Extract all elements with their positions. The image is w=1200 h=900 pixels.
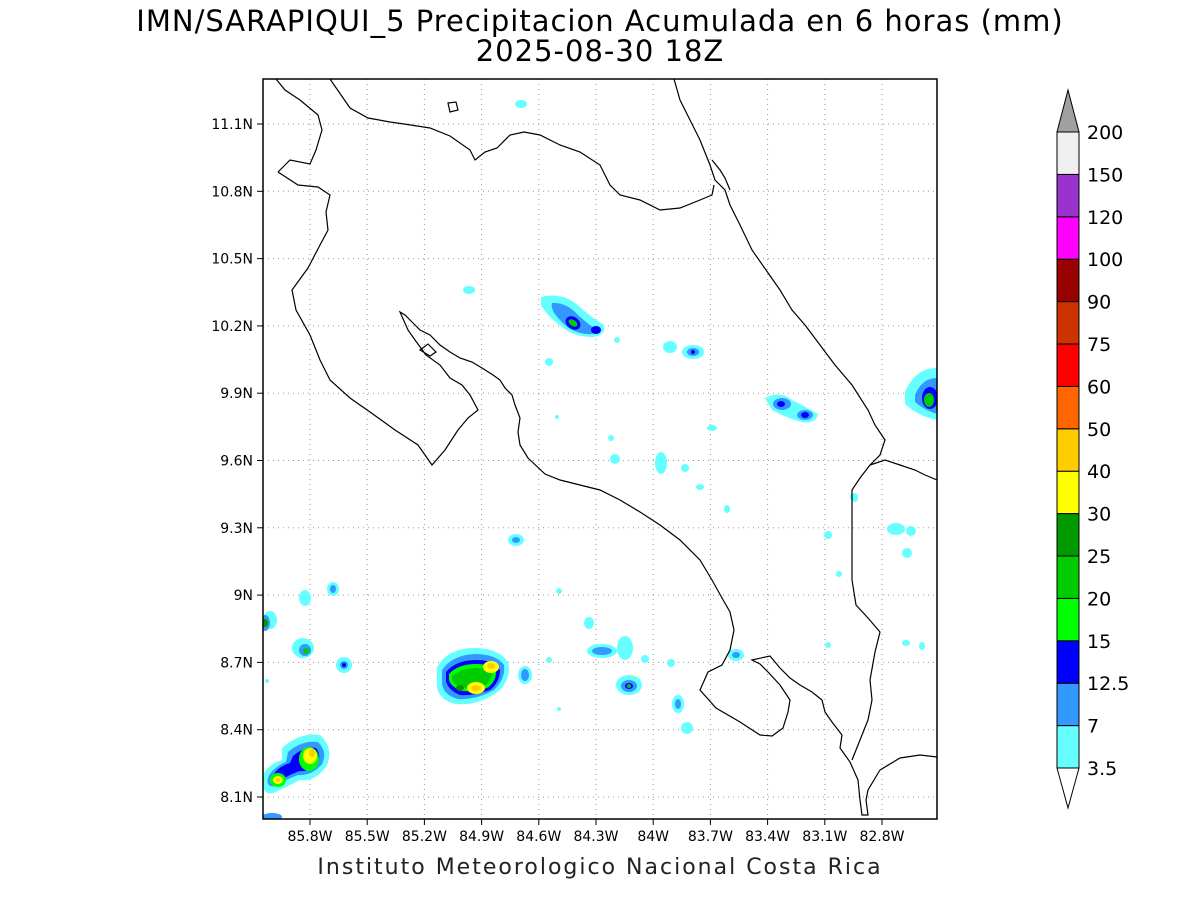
lon-tick-label: 83.7W	[688, 829, 733, 845]
lon-tick-label: 84W	[637, 829, 669, 845]
cell-pacific-central	[263, 534, 744, 713]
nicaragua-border	[275, 79, 323, 173]
lat-tick-label: 10.8N	[211, 184, 253, 200]
colorbar-level-label: 60	[1087, 376, 1111, 398]
colorbar-level-label: 30	[1087, 504, 1111, 526]
colorbar-level-label: 7	[1087, 716, 1099, 738]
lat-tick-label: 9.3N	[220, 521, 253, 537]
colorbar-swatch	[1056, 513, 1080, 557]
panama-border	[869, 459, 937, 481]
lake-island	[447, 101, 459, 113]
colorbar-level-label: 25	[1087, 546, 1111, 568]
lat-tick-label: 8.7N	[220, 655, 253, 671]
map-title: IMN/SARAPIQUI_5 Precipitacion Acumulada …	[136, 4, 1064, 38]
colorbar-level-label: 20	[1087, 588, 1111, 610]
cell-caribbean-east	[905, 368, 937, 420]
colorbar-swatch	[1056, 301, 1080, 345]
colorbar-swatch	[1056, 470, 1080, 515]
lon-tick-label: 84.3W	[573, 829, 618, 845]
lat-tick-label: 10.5N	[211, 252, 253, 268]
colorbar-level-label: 3.5	[1087, 758, 1117, 780]
lat-tick-label: 11.1N	[211, 117, 253, 133]
colorbar-swatch	[1056, 640, 1080, 684]
longitude-axis: 85.8W 85.5W 85.2W 84.9W 84.6W 84.3W 84W 83.7W 83…	[287, 819, 905, 845]
lat-tick-label: 8.1N	[220, 790, 253, 806]
lon-tick-label: 85.5W	[345, 829, 390, 845]
lon-tick-label: 83.1W	[802, 829, 847, 845]
lon-tick-label: 82.8W	[859, 829, 904, 845]
colorbar-level-label: 200	[1087, 122, 1123, 144]
colorbar-swatch	[1056, 428, 1080, 472]
colorbar-swatch	[1056, 131, 1080, 175]
coastlines	[275, 79, 937, 816]
latitude-axis: 11.1N 10.8N 10.5N 10.2N 9.9N 9.6N 9.3N 9N 8.7N 8.…	[211, 117, 263, 806]
cell-northwest-bay	[327, 582, 339, 596]
lat-tick-label: 9N	[234, 588, 253, 604]
cell-caribbean-north	[765, 394, 818, 423]
precipitation-field	[263, 100, 937, 819]
colorbar-swatch	[1056, 725, 1080, 769]
colorbar-swatch	[1056, 555, 1080, 599]
map-frame	[262, 78, 938, 820]
lon-tick-label: 84.9W	[459, 829, 504, 845]
colorbar-swatch	[1056, 216, 1080, 260]
lat-tick-label: 8.4N	[220, 723, 253, 739]
cell-osa-west	[437, 648, 509, 705]
colorbar-swatch	[1056, 597, 1080, 642]
colorbar-swatch	[1056, 258, 1080, 303]
scattered-light-cells	[263, 100, 925, 734]
colorbar-level-label: 120	[1087, 207, 1123, 229]
colorbar-swatch	[1056, 682, 1080, 727]
colorbar-lower-arrow	[1056, 767, 1080, 810]
colorbar-level-label: 40	[1087, 461, 1111, 483]
lat-tick-label: 9.9N	[220, 386, 253, 402]
colorbar-level-label: 90	[1087, 292, 1111, 314]
colorbar: 3.5 7 12.5 15 20 25 30 40 50 60 75 90 100 120 150 200	[1056, 88, 1129, 810]
lon-tick-label: 85.2W	[402, 829, 447, 845]
pacific-coast-north	[277, 171, 937, 816]
map-gridlines	[263, 79, 937, 819]
colorbar-swatch	[1056, 343, 1080, 387]
lon-tick-label: 83.4W	[745, 829, 790, 845]
lon-tick-label: 85.8W	[287, 829, 332, 845]
colorbar-swatch	[1056, 173, 1080, 218]
cell-san-carlos	[541, 295, 605, 337]
caribbean-coast	[673, 79, 886, 761]
colorbar-level-label: 150	[1087, 164, 1123, 186]
colorbar-swatch	[1056, 385, 1080, 430]
caribbean-peninsula	[711, 159, 731, 191]
map-subtitle: 2025-08-30 18Z	[475, 34, 725, 68]
colorbar-level-label: 15	[1087, 631, 1111, 653]
lat-tick-label: 9.6N	[220, 454, 253, 470]
colorbar-level-label: 100	[1087, 249, 1123, 271]
footer-credit: Instituto Meteorologico Nacional Costa R…	[317, 855, 883, 880]
lake-nicaragua-shore	[329, 79, 715, 211]
cell-nicoya-south	[263, 734, 330, 819]
lat-tick-label: 10.2N	[211, 319, 253, 335]
nicoya-gulf-island	[418, 343, 437, 357]
colorbar-level-label: 75	[1087, 334, 1111, 356]
colorbar-level-label: 12.5	[1087, 673, 1129, 695]
colorbar-level-label: 50	[1087, 419, 1111, 441]
lon-tick-label: 84.6W	[516, 829, 561, 845]
cell-sarapiqui	[663, 341, 704, 359]
colorbar-upper-arrow	[1056, 88, 1080, 133]
